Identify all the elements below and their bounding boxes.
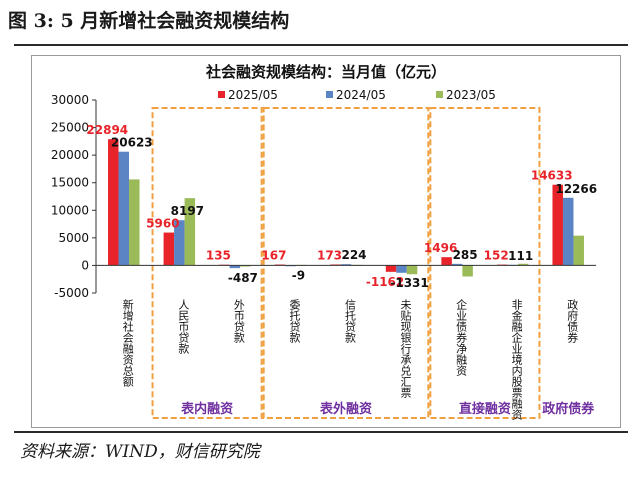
- bar-1-0: [163, 232, 175, 266]
- x-tick-label-0: 新增社会融资总额: [121, 298, 134, 388]
- data-label-13: 285: [453, 248, 478, 262]
- data-label-4: 135: [206, 249, 231, 263]
- bar-8-2: [573, 235, 584, 266]
- chart-title: 社会融资规模结构：当月值（亿元）: [205, 63, 446, 81]
- data-label-1: 20623: [111, 136, 153, 150]
- bar-4-1: [340, 264, 352, 266]
- legend-swatch-0: [218, 91, 225, 98]
- data-label-14: 152: [484, 249, 509, 263]
- y-tick-label-1: 0: [81, 258, 89, 272]
- bar-0-1: [118, 151, 130, 266]
- y-tick-label-3: 10000: [51, 203, 89, 217]
- x-axis: 新增社会融资总额 人民币贷款 外币贷款 委托贷款 信托贷款 未贴现银行承兑汇票 企业债券净融…: [96, 264, 596, 421]
- x-tick-label-5: 未贴现银行承兑汇票: [399, 299, 412, 398]
- bar-8-0: [552, 184, 563, 266]
- data-label-17: 12266: [555, 182, 597, 196]
- bar-1-1: [174, 220, 185, 266]
- data-label-16: 14633: [531, 169, 573, 183]
- bottom-rule: [14, 431, 628, 433]
- group-boxes: [151, 107, 541, 419]
- bar-7-2: [517, 263, 529, 266]
- legend-label-1: 2024/05: [336, 88, 386, 102]
- top-rule: [14, 44, 628, 46]
- group-box-1: [262, 107, 430, 419]
- bar-2-1: [229, 265, 241, 269]
- source-note: 资料来源：WIND，财信研究院: [20, 442, 260, 462]
- bar-6-2: [462, 265, 473, 277]
- group-label-0: 表内融资: [180, 401, 233, 417]
- y-tick-label-5: 20000: [51, 148, 89, 162]
- bar-5-0: [385, 265, 397, 272]
- figure-title: 图 3: 5 月新增社会融资规模结构: [8, 10, 290, 32]
- data-label-7: -9: [292, 268, 305, 282]
- bar-2-2: [240, 265, 251, 267]
- legend-label-0: 2025/05: [228, 88, 278, 102]
- data-label-8: 173: [317, 248, 342, 262]
- bars: [108, 139, 584, 277]
- bar-5-1: [396, 265, 407, 273]
- data-label-0: 22894: [86, 123, 128, 137]
- chart-frame: [31, 55, 621, 428]
- data-label-10: -1162: [366, 275, 404, 289]
- legend-label-2: 2023/05: [446, 88, 496, 102]
- x-tick-label-4: 信托贷款: [344, 299, 357, 344]
- group-label-1: 表外融资: [319, 401, 372, 417]
- x-tick-label-8: 政府债券: [566, 298, 579, 343]
- bar-5-2: [406, 265, 418, 275]
- bar-0-0: [108, 139, 119, 266]
- data-label-12: 1496: [424, 241, 457, 255]
- x-tick-label-7: 非金融企业境内股票融资: [510, 299, 523, 421]
- bar-0-2: [129, 179, 140, 266]
- legend: 2025/05 2024/05 2023/05: [218, 88, 496, 102]
- y-axis: -5000 0 5000 10000 15000 20000 25000 30000: [51, 93, 97, 300]
- bar-6-0: [441, 257, 452, 266]
- group-label-2: 直接融资: [459, 401, 511, 417]
- bar-8-1: [562, 197, 574, 266]
- bar-6-1: [451, 263, 463, 266]
- x-tick-label-2: 外币贷款: [232, 299, 245, 344]
- data-label-11: -1331: [390, 276, 428, 290]
- y-tick-label-6: 25000: [51, 121, 89, 135]
- legend-swatch-2: [436, 91, 443, 98]
- group-box-2: [429, 107, 541, 419]
- data-label-2: 5960: [146, 217, 179, 231]
- group-label-3: 政府债券: [542, 401, 595, 417]
- x-tick-label-1: 人民币贷款: [177, 299, 190, 355]
- data-label-5: -487: [228, 271, 258, 285]
- group-labels: 表内融资 表外融资 直接融资 政府债券: [180, 401, 595, 417]
- x-tick-label-6: 企业债券净融资: [455, 298, 468, 377]
- y-tick-label-0: -5000: [54, 286, 89, 300]
- y-tick-label-7: 30000: [51, 93, 89, 107]
- y-tick-label-4: 15000: [51, 176, 89, 190]
- legend-swatch-1: [326, 91, 333, 98]
- data-label-15: 111: [508, 249, 533, 263]
- data-label-6: 167: [261, 249, 286, 263]
- data-label-9: 224: [341, 248, 366, 262]
- x-tick-label-3: 委托贷款: [288, 299, 301, 344]
- data-label-3: 8197: [171, 204, 204, 218]
- y-tick-label-2: 5000: [58, 231, 89, 245]
- group-box-0: [151, 107, 263, 419]
- bar-1-2: [184, 198, 196, 266]
